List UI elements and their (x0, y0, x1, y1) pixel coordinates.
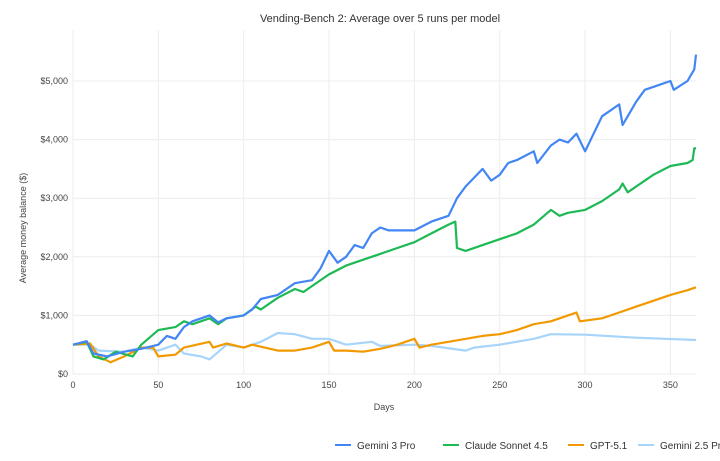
y-tick-label: $2,000 (40, 252, 68, 262)
chart-title: Vending-Bench 2: Average over 5 runs per… (260, 13, 500, 25)
x-axis-label: Days (374, 402, 395, 412)
legend-item[interactable]: Gemini 3 Pro (335, 441, 416, 452)
x-tick-label: 250 (492, 380, 507, 390)
legend-item[interactable]: Claude Sonnet 4.5 (443, 441, 548, 452)
x-tick-label: 50 (153, 380, 163, 390)
x-tick-label: 300 (578, 380, 593, 390)
y-tick-label: $3,000 (40, 193, 68, 203)
y-tick-label: $4,000 (40, 135, 68, 145)
x-tick-label: 150 (322, 380, 337, 390)
y-tick-label: $5,000 (40, 76, 68, 86)
legend-item[interactable]: Gemini 2.5 Pro (638, 441, 720, 452)
x-tick-label: 0 (70, 380, 75, 390)
y-tick-label: $1,000 (40, 310, 68, 320)
legend-label: Gemini 2.5 Pro (660, 441, 720, 452)
x-tick-label: 100 (236, 380, 251, 390)
x-tick-label: 200 (407, 380, 422, 390)
x-tick-label: 350 (663, 380, 678, 390)
y-tick-label: $0 (58, 369, 68, 379)
series-line-gpt-5-1 (72, 286, 697, 364)
legend-label: Claude Sonnet 4.5 (465, 441, 548, 452)
legend-label: Gemini 3 Pro (357, 441, 416, 452)
legend-label: GPT-5.1 (590, 441, 628, 452)
series-line-gemini-3-pro (72, 54, 698, 358)
series-line-claude-sonnet-4-5 (72, 147, 696, 361)
legend-item[interactable]: GPT-5.1 (568, 441, 628, 452)
y-axis-label: Average money balance ($) (18, 173, 28, 283)
legend: Gemini 3 Pro Claude Sonnet 4.5 GPT-5.1 Gemi… (335, 441, 720, 452)
